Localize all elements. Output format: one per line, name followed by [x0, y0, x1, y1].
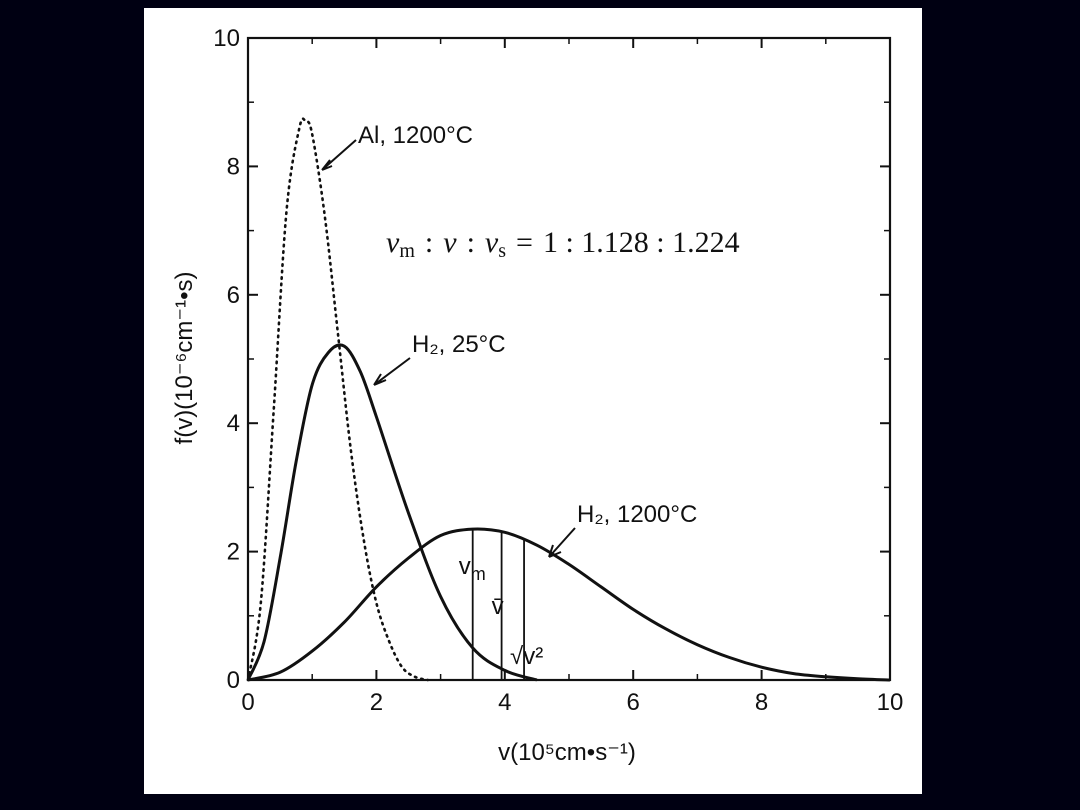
formula-equals: = — [516, 226, 533, 259]
series-label-al-arrow — [321, 139, 357, 171]
formula-v: v — [443, 226, 457, 259]
marker-vm-label: vm — [459, 553, 486, 584]
formula-sub-s: s — [498, 240, 506, 262]
series-label-h2-25-arrow — [373, 357, 411, 386]
formula-sep-1: : — [425, 226, 433, 259]
x-tick-label: 8 — [755, 689, 768, 716]
x-tick-label: 0 — [241, 689, 254, 716]
x-tick-label: 4 — [498, 689, 511, 716]
y-tick-label: 10 — [213, 25, 240, 52]
y-tick-label: 2 — [227, 539, 240, 566]
series-h2-25-curve — [246, 343, 538, 682]
formula-sep-2: : — [467, 226, 475, 259]
series-al-1200-curve — [246, 117, 430, 682]
marker-vbar-label: v̄ — [492, 593, 504, 620]
marker-vrms-label: √v² — [510, 643, 543, 670]
plot-frame — [246, 36, 892, 682]
ratio-formula: vm: v: vs = 1 : 1.128 : 1.224 — [386, 226, 740, 262]
series-label-al-1200: Al, 1200°C — [358, 122, 473, 149]
plot-border — [246, 36, 892, 682]
series-h2-1200-curve — [247, 527, 891, 682]
marker-layer: vmv̄√v² — [459, 529, 543, 680]
formula-ratio: 1 : 1.128 : 1.224 — [543, 226, 740, 259]
y-tick-label: 6 — [227, 282, 240, 309]
y-tick-label: 8 — [227, 153, 240, 180]
series-layer — [246, 117, 891, 682]
axis-ticks: 0 2 4 6 8 10 0 2 4 6 8 10 — [213, 25, 903, 716]
x-axis-title: v(10⁵cm•s⁻¹) — [498, 739, 636, 766]
x-tick-label: 10 — [877, 689, 904, 716]
y-tick-label: 0 — [227, 667, 240, 694]
formula-sub-m: m — [399, 240, 415, 262]
formula-v-s: v — [485, 226, 499, 259]
y-axis-title: f(v)(10⁻⁶cm⁻¹•s) — [171, 272, 198, 445]
series-label-h2-1200: H₂, 1200°C — [577, 501, 697, 528]
formula-v-m: v — [386, 226, 400, 259]
x-tick-label: 6 — [627, 689, 640, 716]
y-tick-label: 4 — [227, 410, 240, 437]
series-label-h2-25: H₂, 25°C — [412, 331, 506, 358]
x-tick-label: 2 — [370, 689, 383, 716]
series-label-h2-1200-arrow — [548, 527, 576, 558]
